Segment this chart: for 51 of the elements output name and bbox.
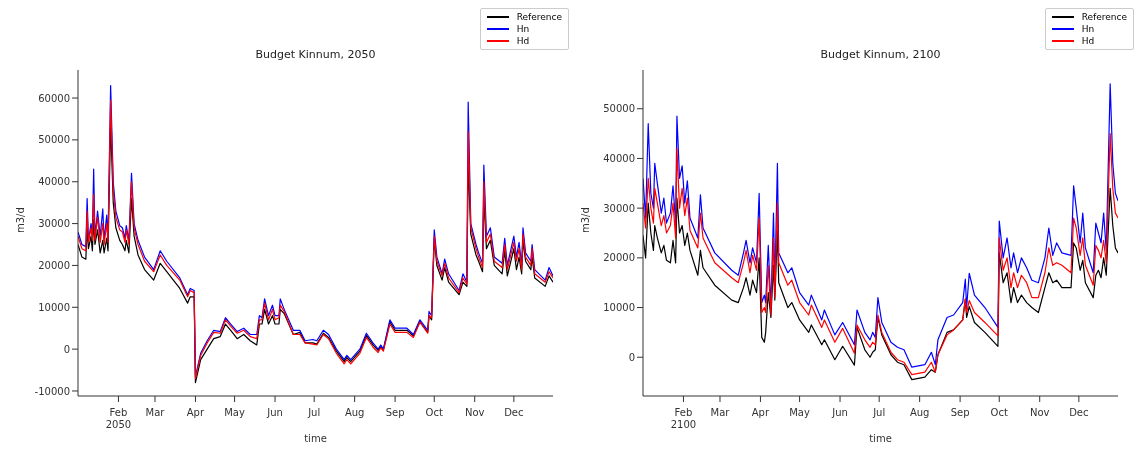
x-tick-label: Sep [385, 407, 405, 418]
y-tick-label: 10000 [38, 301, 70, 313]
chart-title: Budget Kinnum, 2050 [254, 48, 377, 61]
y-tick-label: 50000 [38, 134, 70, 146]
legend-label: Hd [1081, 36, 1095, 46]
x-tick-label: Aug [344, 407, 365, 418]
y-tick-label: 0 [628, 351, 635, 363]
line-series [643, 187, 1118, 381]
y-tick-label: 20000 [603, 252, 635, 264]
x-tick-label: Apr [751, 407, 770, 418]
x-axis-title: time [869, 433, 892, 444]
x-tick-label: Feb 2050 [105, 407, 132, 430]
x-axis-title: time [304, 433, 327, 444]
chart-title: Budget Kinnum, 2100 [819, 48, 942, 61]
x-tick-label: Jul [307, 407, 321, 418]
x-tick-label: Oct [990, 407, 1008, 418]
x-tick-label: Mar [145, 407, 166, 418]
legend-label: Hd [516, 36, 530, 46]
x-tick-label: Jun [831, 407, 848, 418]
y-tick-label: 30000 [603, 202, 635, 214]
x-tick-label: Dec [504, 407, 524, 418]
x-tick-label: Feb 2100 [670, 407, 697, 430]
x-tick-label: Nov [1029, 407, 1050, 418]
line-series [643, 133, 1118, 376]
y-tick-label: 40000 [38, 176, 70, 188]
x-tick-label: Nov [464, 407, 485, 418]
y-tick-label: 50000 [603, 103, 635, 115]
y-tick-label: 0 [63, 343, 70, 355]
y-axis-title: m3/d [14, 207, 26, 233]
legend-label: Reference [1081, 12, 1127, 22]
x-tick-label: Aug [909, 407, 930, 418]
y-axis-title: m3/d [579, 207, 591, 233]
y-tick-label: 10000 [603, 302, 635, 314]
x-tick-label: May [789, 407, 811, 418]
x-tick-label: Sep [950, 407, 970, 418]
legend-label: Hn [1081, 24, 1095, 34]
y-tick-label: 60000 [38, 92, 70, 104]
x-tick-label: Dec [1069, 407, 1089, 418]
x-tick-label: Apr [186, 407, 205, 418]
x-tick-label: Jul [872, 407, 886, 418]
y-tick-label: 40000 [603, 153, 635, 165]
x-tick-label: Mar [710, 407, 731, 418]
x-tick-label: Jun [266, 407, 283, 418]
line-series [643, 83, 1118, 368]
y-tick-label: 20000 [38, 259, 70, 271]
y-tick-label: -10000 [34, 385, 70, 397]
x-tick-label: May [224, 407, 246, 418]
legend-label: Hn [516, 24, 530, 34]
y-tick-label: 30000 [38, 218, 70, 230]
x-tick-label: Oct [425, 407, 443, 418]
legend-label: Reference [516, 12, 562, 22]
